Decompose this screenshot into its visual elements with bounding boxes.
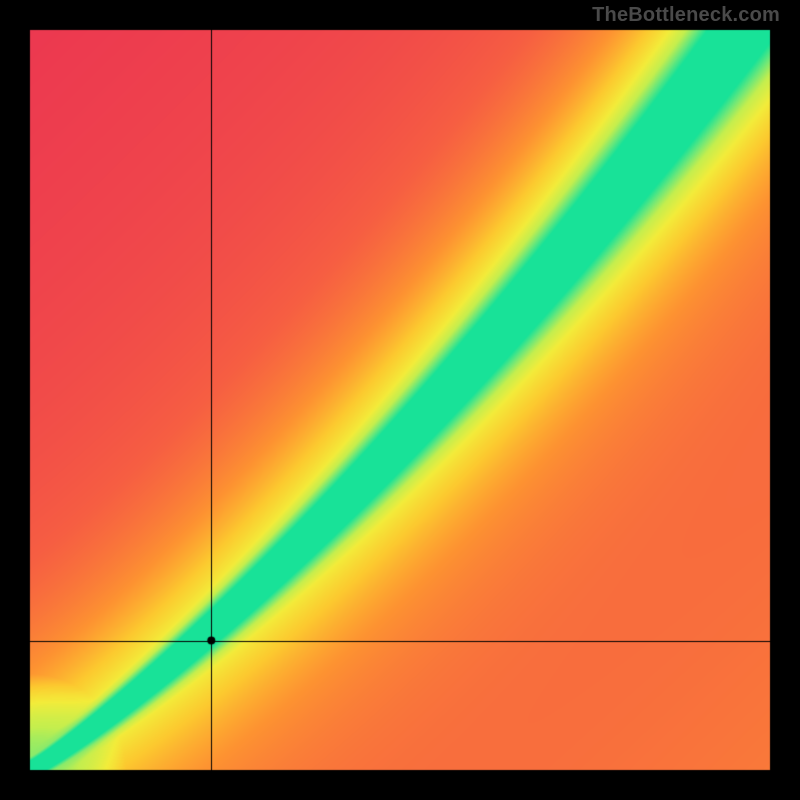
chart-container: TheBottleneck.com bbox=[0, 0, 800, 800]
heatmap-canvas bbox=[0, 0, 800, 800]
watermark-text: TheBottleneck.com bbox=[592, 4, 780, 27]
